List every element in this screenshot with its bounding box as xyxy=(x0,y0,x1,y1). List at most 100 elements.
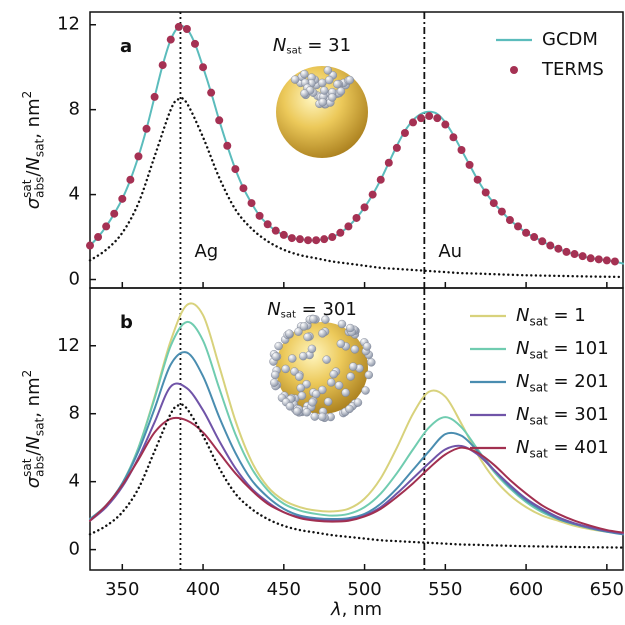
satellite xyxy=(295,372,304,381)
data-point xyxy=(190,39,199,48)
data-point xyxy=(215,116,224,125)
satellite xyxy=(270,378,279,387)
text-part: 2 xyxy=(19,91,33,99)
satellite xyxy=(299,351,308,361)
data-point xyxy=(336,228,345,237)
plot-frame xyxy=(89,11,624,289)
text-part: N xyxy=(23,157,44,170)
data-point xyxy=(578,252,587,261)
data-point xyxy=(263,220,272,229)
satellite xyxy=(318,329,327,338)
data-point xyxy=(457,146,466,154)
satellite xyxy=(364,370,373,380)
satellite xyxy=(353,398,363,407)
y-tick-label: 0 xyxy=(69,269,80,290)
data-point xyxy=(417,114,426,123)
text-part: N xyxy=(516,305,529,326)
data-point xyxy=(441,120,450,129)
satellite xyxy=(346,372,355,381)
satellite xyxy=(337,319,347,329)
data-point xyxy=(150,92,159,101)
data-point xyxy=(199,63,208,72)
data-point xyxy=(368,190,377,199)
satellite xyxy=(329,370,338,379)
satellite xyxy=(328,93,337,102)
x-tick-label: 650 xyxy=(590,579,624,600)
data-point xyxy=(134,152,143,161)
text-part: = 1 xyxy=(548,305,586,326)
text-part: = 401 xyxy=(548,437,609,458)
series-line xyxy=(89,416,624,534)
series-line xyxy=(89,351,624,536)
data-point xyxy=(207,88,216,97)
text-part: σ xyxy=(23,476,44,488)
data-point xyxy=(497,207,506,216)
data-point xyxy=(586,254,595,263)
data-point xyxy=(328,233,337,242)
text-part: sat xyxy=(529,347,548,361)
data-point xyxy=(481,188,490,197)
text-part: / xyxy=(23,449,44,456)
text-part: sat xyxy=(32,417,46,436)
data-point xyxy=(433,114,442,123)
data-point xyxy=(360,203,369,212)
text-part: N xyxy=(267,299,280,320)
x-tick-label: 350 xyxy=(105,579,139,600)
data-point xyxy=(610,257,619,266)
text-part: λ xyxy=(330,599,342,620)
satellite xyxy=(300,89,309,98)
data-point xyxy=(400,129,409,138)
y-axis-label: σsatabs/Nsat, nm2 xyxy=(19,370,46,489)
inset-label: Nsat = 301 xyxy=(267,299,357,321)
text-part: N xyxy=(516,404,529,425)
text-part: N xyxy=(23,436,44,449)
data-point xyxy=(376,175,385,184)
text-part: sat xyxy=(529,446,548,460)
text-part: 2 xyxy=(19,370,33,378)
data-point xyxy=(174,22,183,31)
data-point xyxy=(352,213,361,222)
legend-marker xyxy=(510,66,518,74)
satellite xyxy=(290,75,300,84)
text-part: sat xyxy=(529,380,548,394)
text-part: abs xyxy=(32,177,46,198)
satellite xyxy=(274,341,283,351)
text-part: abs xyxy=(32,456,46,477)
text-part: sat xyxy=(281,310,296,321)
x-tick-label: 500 xyxy=(347,579,381,600)
data-point xyxy=(182,24,191,33)
text-part: , nm xyxy=(23,98,44,138)
satellite xyxy=(311,389,321,399)
panel-label: b xyxy=(120,312,133,333)
satellite xyxy=(308,398,317,407)
legend-label: Nsat = 201 xyxy=(516,371,609,394)
inset-label: Nsat = 31 xyxy=(273,35,351,57)
y-axis-label: σsatabs/Nsat, nm2 xyxy=(19,91,46,210)
data-point xyxy=(223,141,232,150)
satellite xyxy=(318,385,327,395)
data-point xyxy=(231,165,240,174)
satellite xyxy=(318,412,327,422)
text-part: , nm xyxy=(23,377,44,417)
satellite xyxy=(336,339,346,348)
text-part: σ xyxy=(23,197,44,209)
data-point xyxy=(522,228,531,237)
data-point xyxy=(562,247,571,256)
satellite xyxy=(285,402,295,411)
data-point xyxy=(295,235,304,244)
legend-label: TERMS xyxy=(541,59,604,80)
satellite xyxy=(345,75,355,85)
x-tick-label: 550 xyxy=(428,579,462,600)
x-tick-label: 400 xyxy=(186,579,220,600)
legend-label: Nsat = 101 xyxy=(516,338,609,361)
satellite xyxy=(362,342,372,351)
satellite xyxy=(326,378,336,387)
satellite xyxy=(310,412,319,421)
data-point xyxy=(158,61,167,70)
satellite xyxy=(288,354,297,363)
data-point xyxy=(602,256,611,265)
data-point xyxy=(110,209,119,218)
reference-label: Ag xyxy=(194,241,218,262)
